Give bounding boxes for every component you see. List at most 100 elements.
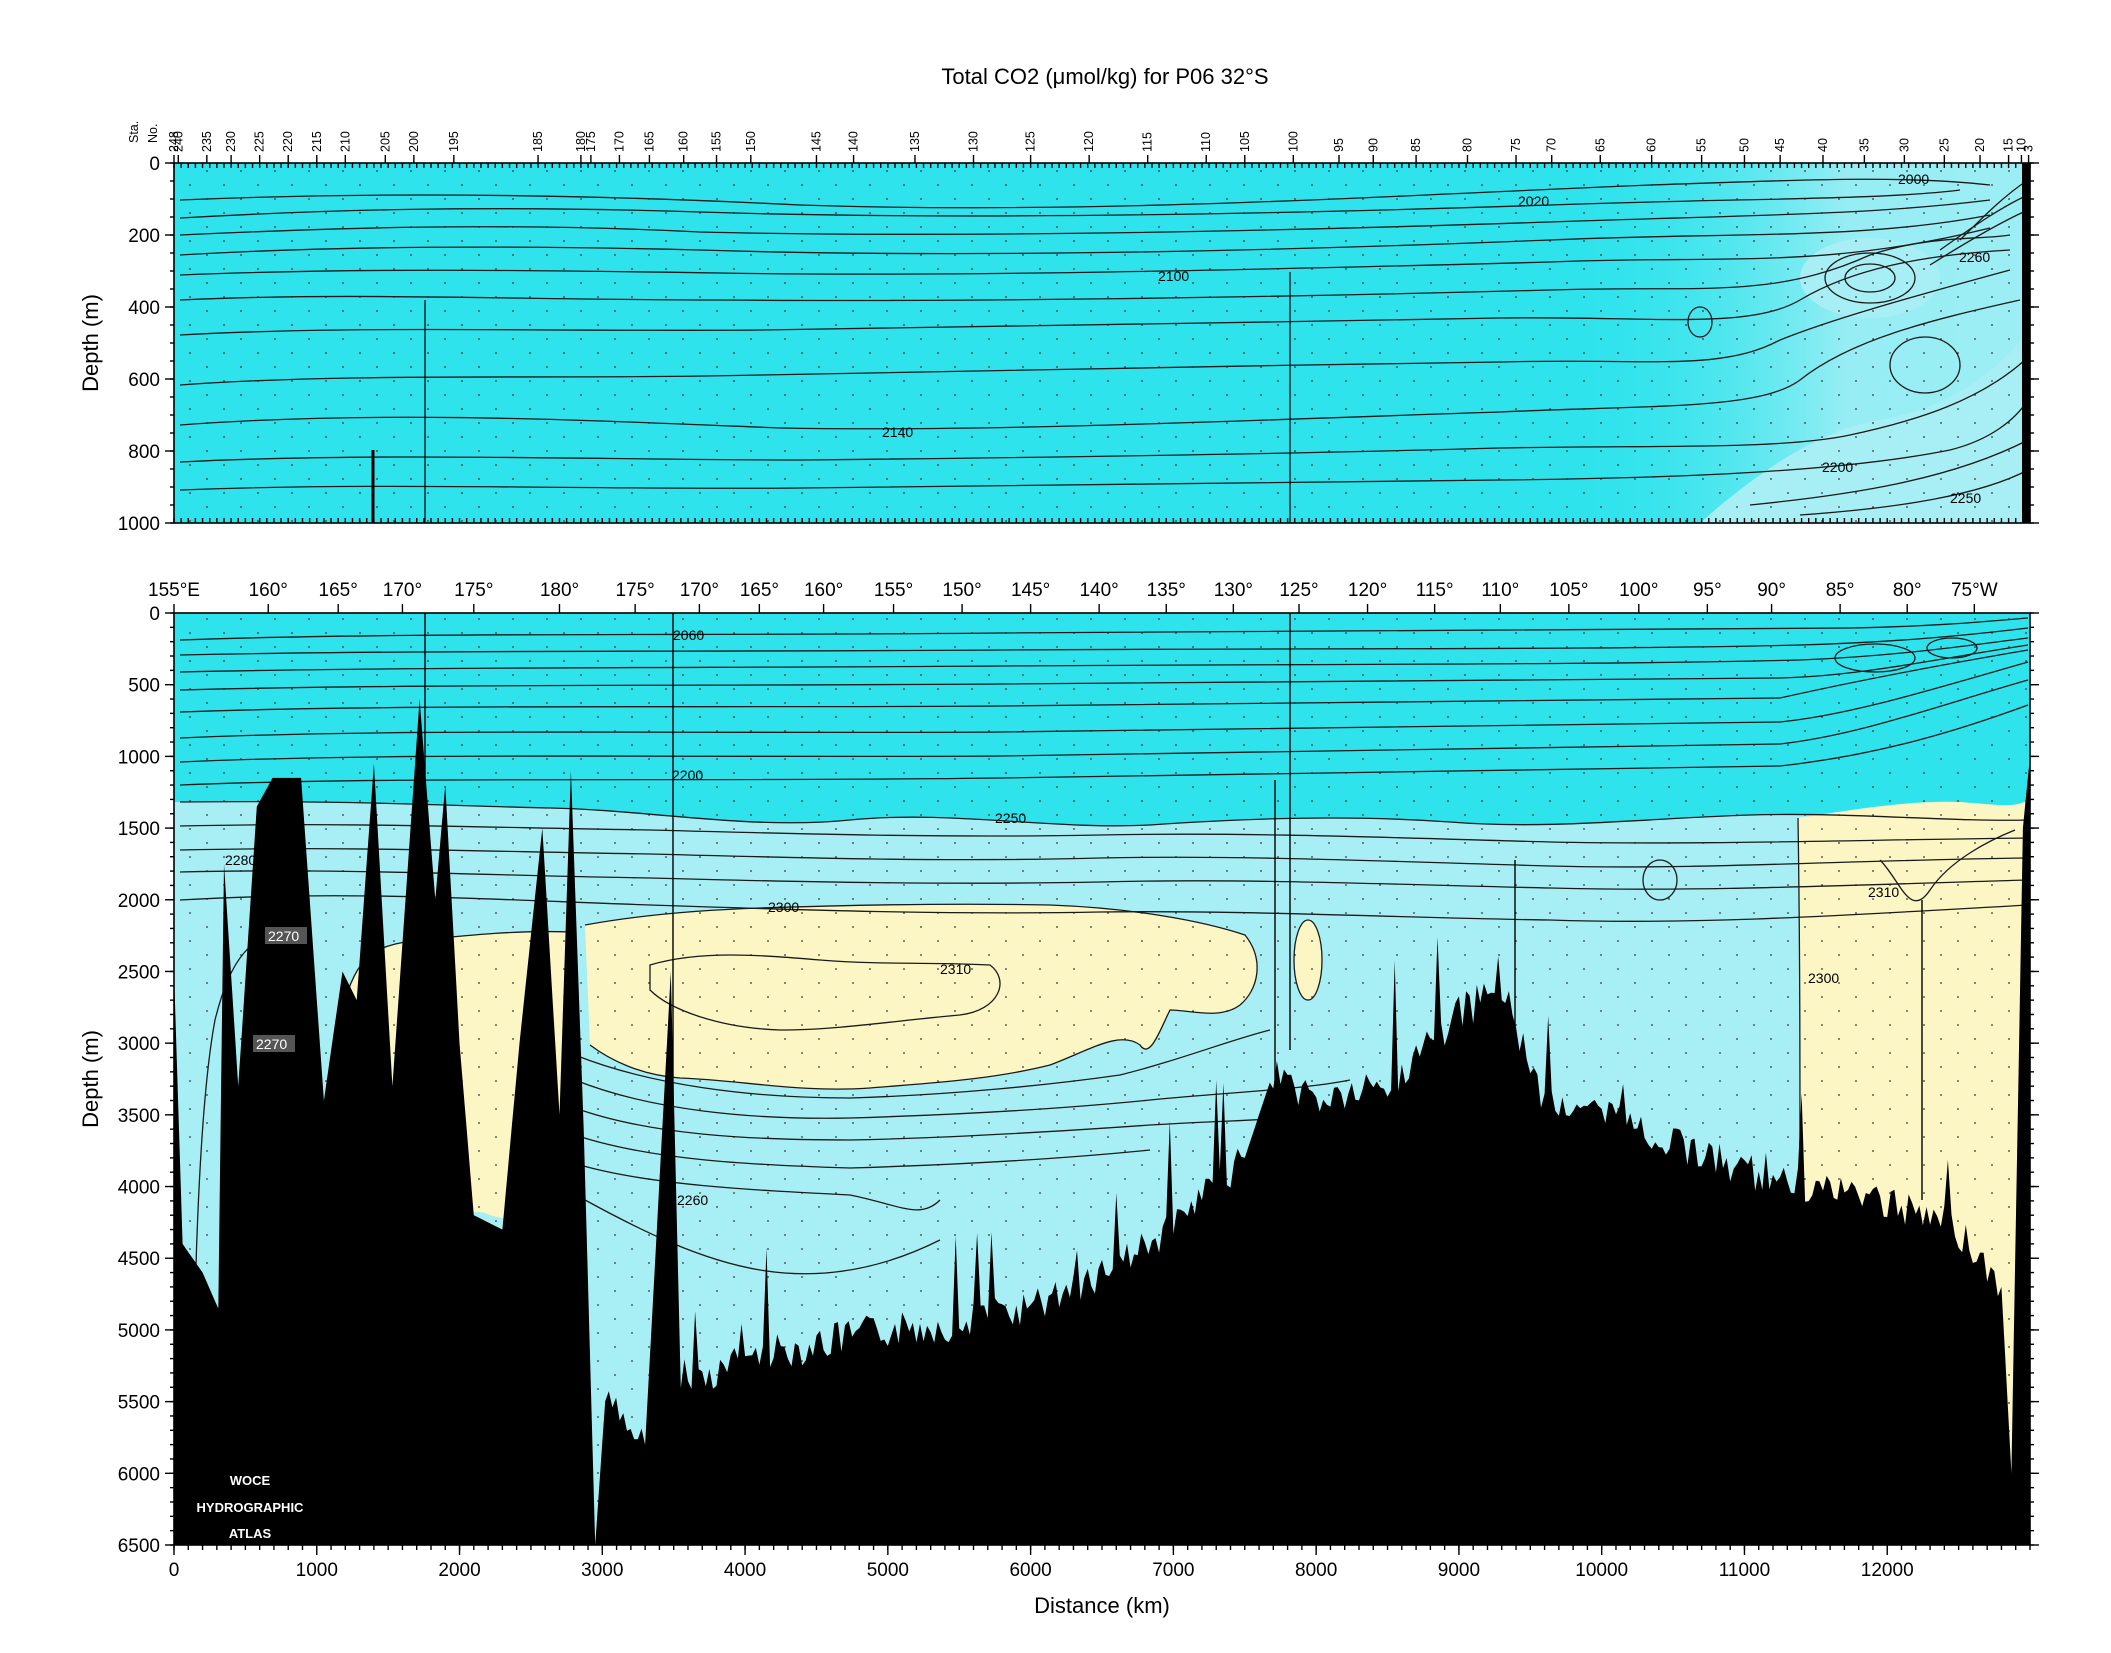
bottom-contour-label: 2250 bbox=[995, 810, 1026, 826]
top-contour bbox=[1749, 439, 2029, 506]
x-tick-label: 11000 bbox=[1719, 1560, 1770, 1581]
top-contours bbox=[179, 178, 2029, 516]
station-tick-label: 90 bbox=[1366, 138, 1380, 152]
bottom-contour bbox=[179, 800, 2029, 827]
chart-title-text: Total CO2 (μmol/kg) for P06 32°S bbox=[941, 64, 1268, 89]
top-contour-label: 2100 bbox=[1158, 268, 1189, 284]
woce-line-3: ATLAS bbox=[229, 1526, 272, 1541]
longitude-tick-label: 100° bbox=[1619, 580, 1658, 601]
bottom-contour bbox=[179, 679, 2029, 763]
station-axis-label-line2: No. bbox=[146, 124, 160, 143]
top-contour-label: 2020 bbox=[1518, 193, 1549, 209]
station-tick-label: 130 bbox=[967, 131, 981, 152]
station-tick-label: 240 bbox=[171, 131, 185, 152]
y-tick-label: 2000 bbox=[118, 891, 160, 912]
bottom-contour-label: 2310 bbox=[940, 961, 971, 977]
woce-line-1: WOCE bbox=[230, 1473, 271, 1488]
bottom-contour bbox=[179, 637, 2029, 673]
x-axis-title: Distance (km) bbox=[1034, 1593, 1170, 1618]
x-tick-label: 9000 bbox=[1438, 1560, 1480, 1581]
top-contour bbox=[179, 249, 2011, 336]
station-tick-label: 155 bbox=[710, 131, 724, 152]
bottom-contour-bubble bbox=[1642, 859, 1678, 901]
longitude-tick-label: 160° bbox=[249, 580, 288, 601]
y-tick-label: 1500 bbox=[118, 819, 160, 840]
bottom-contour-label: 2260 bbox=[677, 1192, 708, 1208]
station-cast-lines bbox=[424, 613, 1923, 1250]
station-tick-label: 225 bbox=[253, 131, 267, 152]
top-panel: Sta. No. bbox=[78, 121, 2039, 535]
longitude-tick-label: 165° bbox=[740, 580, 779, 601]
station-tick-label: 95 bbox=[1332, 138, 1346, 152]
top-contour-east-fan bbox=[1929, 209, 2029, 266]
station-tick-label: 200 bbox=[407, 131, 421, 152]
y-tick-label: 6000 bbox=[118, 1464, 160, 1485]
bottom-contour bbox=[1879, 829, 2016, 902]
station-tick-label: 70 bbox=[1545, 138, 1559, 152]
top-contour bbox=[179, 299, 2021, 430]
top-contour bbox=[1799, 469, 2029, 516]
x-tick-label: 8000 bbox=[1295, 1560, 1337, 1581]
station-tick-label: 195 bbox=[447, 131, 461, 152]
x-tick-label: 1000 bbox=[296, 1560, 338, 1581]
bottom-contour bbox=[179, 824, 2029, 844]
longitude-tick-label: 90° bbox=[1757, 580, 1786, 601]
bottom-contour-label: 2300 bbox=[768, 899, 799, 915]
woce-watermark: WOCE HYDROGRAPHIC ATLAS bbox=[197, 1473, 305, 1541]
station-tick-label: 125 bbox=[1024, 131, 1038, 152]
longitude-tick-label: 80° bbox=[1893, 580, 1922, 601]
top-contour bbox=[179, 189, 1961, 219]
top-bottom-wall-east bbox=[2022, 163, 2030, 523]
top-contour bbox=[179, 214, 1991, 256]
top-contour bbox=[179, 234, 2011, 302]
station-tick-label: 3 bbox=[2022, 145, 2036, 152]
longitude-tick-label: 150° bbox=[942, 580, 981, 601]
top-contour bbox=[179, 399, 2029, 491]
station-tick-label: 230 bbox=[224, 131, 238, 152]
y-tick-label: 400 bbox=[128, 298, 160, 319]
y-tick-label: 500 bbox=[128, 676, 160, 697]
longitude-tick-label: 155° bbox=[874, 580, 913, 601]
contour-label-box bbox=[265, 927, 307, 944]
top-station-dots bbox=[174, 163, 2030, 523]
top-plot-area: 2000 2020 2100 2140 2200 2250 2260 bbox=[174, 163, 2030, 523]
y-tick-label: 1000 bbox=[118, 514, 160, 535]
station-tick-label: 55 bbox=[1695, 138, 1709, 152]
station-axis-label-line1: Sta. bbox=[127, 121, 141, 143]
y-tick-label: 4000 bbox=[118, 1178, 160, 1199]
top-contour-east-fan bbox=[1939, 194, 2029, 251]
top-contour bbox=[179, 227, 1991, 276]
station-tick-label: 50 bbox=[1737, 138, 1751, 152]
chart-title: Total CO2 (μmol/kg) for P06 32°S bbox=[941, 64, 1268, 89]
top-contour-label: 2140 bbox=[882, 424, 913, 440]
y-tick-label: 600 bbox=[128, 370, 160, 391]
station-tick-label: 110 bbox=[1199, 132, 1213, 152]
longitude-tick-label: 85° bbox=[1826, 580, 1855, 601]
top-contour-bubble bbox=[1844, 263, 1896, 293]
station-tick-label: 30 bbox=[1897, 138, 1911, 152]
x-tick-label: 2000 bbox=[438, 1560, 480, 1581]
bottom-contour bbox=[579, 1164, 941, 1211]
bottom-contour-bubble bbox=[1834, 643, 1916, 673]
station-tick-label: 65 bbox=[1593, 138, 1607, 152]
y-tick-label: 3500 bbox=[118, 1106, 160, 1127]
bottom-contour-label: 2300 bbox=[1808, 970, 1839, 986]
bottom-contour bbox=[584, 903, 1258, 1090]
longitude-tick-label: 75°W bbox=[1951, 580, 1998, 601]
longitude-tick-label: 95° bbox=[1693, 580, 1722, 601]
station-tick-label: 205 bbox=[378, 131, 392, 152]
top-contour bbox=[179, 199, 1991, 236]
station-tick-label: 145 bbox=[809, 131, 823, 152]
top-contour-label: 2250 bbox=[1950, 490, 1981, 506]
bottom-contour bbox=[584, 1199, 941, 1275]
station-tick-label: 10 bbox=[2014, 138, 2028, 152]
station-tick-label: 215 bbox=[310, 131, 324, 152]
y-tick-label: 4500 bbox=[118, 1249, 160, 1270]
station-tick-label: 75 bbox=[1509, 138, 1523, 152]
longitude-tick-label: 120° bbox=[1348, 580, 1387, 601]
x-tick-label: 4000 bbox=[724, 1560, 766, 1581]
bottom-contour-bubble bbox=[1926, 637, 1978, 659]
bottom-contour bbox=[574, 1079, 1351, 1119]
longitude-tick-label: 155°E bbox=[148, 580, 200, 601]
station-tick-label: 165 bbox=[642, 131, 656, 152]
